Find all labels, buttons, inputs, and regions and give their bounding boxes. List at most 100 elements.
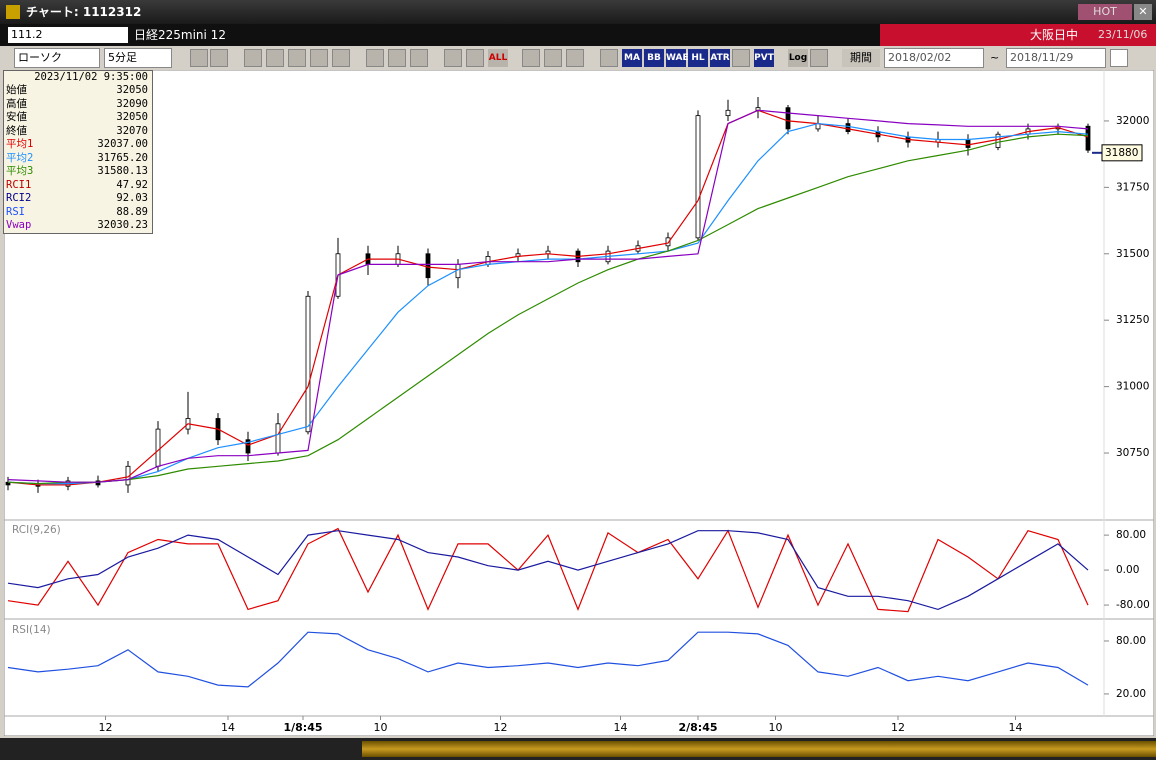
tool-button[interactable]	[444, 49, 462, 67]
x-tick-label: 12	[99, 721, 113, 734]
chart-kind-select[interactable]: ローソク	[14, 48, 100, 68]
info-row: RSI 88.89	[4, 206, 152, 220]
y-tick-label: 31750	[1116, 181, 1149, 193]
info-row: 安値 32050	[4, 111, 152, 125]
last-price-label: 31880	[1105, 147, 1138, 159]
candle-body	[725, 109, 731, 117]
close-button[interactable]: ✕	[1134, 4, 1152, 20]
info-row: RCI2 92.03	[4, 192, 152, 206]
all-button[interactable]: ALL	[488, 49, 508, 67]
tool-button[interactable]	[732, 49, 750, 67]
ma-button[interactable]: MA	[622, 49, 642, 67]
x-tick-label: 14	[1009, 721, 1023, 734]
info-value: 47.92	[116, 178, 148, 191]
panel-title: RSI(14)	[12, 624, 51, 636]
indicator-line	[7, 109, 1089, 483]
chart-area: 30750 31000 31250 31500 31750 32000 31880 12 14 1…	[4, 70, 1154, 736]
info-value: 32050	[116, 84, 148, 96]
hot-button[interactable]: HOT	[1078, 4, 1132, 20]
candle-body	[845, 123, 851, 132]
info-label: 平均3	[6, 165, 34, 177]
info-value: 32070	[116, 124, 148, 137]
tool-button[interactable]	[466, 49, 484, 67]
y-tick-label: 31500	[1116, 248, 1149, 260]
to-date[interactable]: 2018/11/29	[1006, 48, 1106, 68]
info-box: 2023/11/02 9:35:00 始値 32050 高値 32090 安値 32050…	[3, 70, 153, 234]
atr-button[interactable]: ATR	[710, 49, 730, 67]
y-tick-label: 80.00	[1116, 529, 1146, 541]
y-tick-label: 20.00	[1116, 688, 1146, 700]
hl-button[interactable]: HL	[688, 49, 708, 67]
tool-button[interactable]	[310, 49, 328, 67]
info-label: 平均2	[6, 151, 34, 164]
candle-body	[665, 237, 671, 247]
tool-button[interactable]	[288, 49, 306, 67]
candle-body	[155, 428, 161, 467]
indicator-line	[7, 527, 1089, 613]
tool-button[interactable]	[600, 49, 618, 67]
apply-check[interactable]	[1110, 49, 1128, 67]
info-value: 32037.00	[97, 138, 148, 150]
indicator-line	[7, 133, 1089, 485]
info-value: 32090	[116, 97, 148, 110]
tool-button[interactable]	[366, 49, 384, 67]
tool-button[interactable]	[810, 49, 828, 67]
zoom-button[interactable]	[190, 49, 208, 67]
info-label: 終値	[6, 124, 27, 137]
y-tick-label: -80.00	[1116, 599, 1150, 611]
window-title: チャート: 1112312	[26, 5, 142, 19]
info-value: 92.03	[116, 192, 148, 204]
info-row: 終値 32070	[4, 125, 152, 139]
info-time: 2023/11/02 9:35:00	[34, 71, 148, 83]
symbol-name: 日経225mini 12	[134, 28, 226, 42]
tool-button[interactable]	[244, 49, 262, 67]
info-row: Vwap 32030.23	[4, 219, 152, 233]
x-tick-label: 14	[221, 721, 235, 734]
candle-body	[995, 133, 1001, 148]
info-row: 平均1 32037.00	[4, 138, 152, 152]
x-tick-label: 2/8:45	[678, 721, 717, 734]
symbol-input[interactable]: 111.2	[8, 27, 128, 43]
info-row: 始値 32050	[4, 84, 152, 98]
app-icon	[6, 5, 20, 19]
x-tick-label: 10	[769, 721, 783, 734]
tool-button[interactable]	[266, 49, 284, 67]
bb-button[interactable]: BB	[644, 49, 664, 67]
y-tick-label: 80.00	[1116, 635, 1146, 647]
session-date: 23/11/06	[1098, 28, 1148, 41]
tool-button[interactable]	[410, 49, 428, 67]
candle-body	[485, 256, 491, 265]
tool-button[interactable]	[544, 49, 562, 67]
toolbar: ローソク 5分足 ALL MA BB WAE HL ATR PVT Log 期間…	[0, 46, 1156, 70]
from-date[interactable]: 2018/02/02	[884, 48, 984, 68]
info-label: RSI	[6, 205, 25, 218]
scroll-thumb[interactable]	[362, 741, 1156, 757]
tool-button[interactable]	[210, 49, 228, 67]
pvt-button[interactable]: PVT	[754, 49, 774, 67]
info-row: 高値 32090	[4, 98, 152, 112]
candle-body	[275, 423, 281, 454]
y-tick-label: 31000	[1116, 381, 1149, 393]
log-button[interactable]: Log	[788, 49, 808, 67]
period-button[interactable]: 期間	[842, 49, 880, 67]
info-value: 88.89	[116, 205, 148, 218]
candle-body	[305, 295, 311, 433]
interval-select[interactable]: 5分足	[104, 48, 172, 68]
info-label: RCI1	[6, 178, 32, 191]
candle-body	[965, 139, 971, 148]
info-row: 平均2 31765.20	[4, 152, 152, 166]
panel-title: RCI(9,26)	[12, 524, 61, 536]
indicator-line	[7, 631, 1089, 688]
y-tick-label: 0.00	[1116, 564, 1139, 576]
info-value: 31765.20	[97, 151, 148, 164]
info-label: RCI2	[6, 192, 32, 204]
session: 大阪日中	[1030, 28, 1079, 42]
tool-button[interactable]	[566, 49, 584, 67]
wae-button[interactable]: WAE	[666, 49, 689, 67]
x-tick-label: 12	[891, 721, 905, 734]
tool-button[interactable]	[332, 49, 350, 67]
title-bar: チャート: 1112312	[0, 0, 1156, 24]
tool-button[interactable]	[522, 49, 540, 67]
tool-button[interactable]	[388, 49, 406, 67]
info-label: 安値	[6, 111, 27, 123]
